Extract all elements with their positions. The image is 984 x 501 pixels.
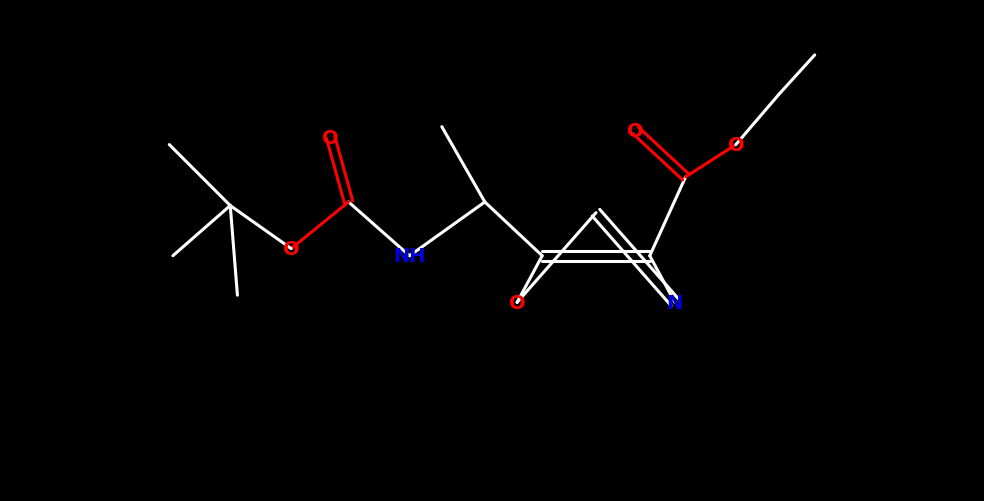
Text: N: N: [667, 293, 683, 312]
Text: O: O: [509, 293, 525, 312]
Text: NH: NH: [394, 247, 426, 266]
Text: O: O: [627, 122, 644, 140]
Text: O: O: [282, 239, 299, 259]
Text: O: O: [727, 136, 744, 155]
Text: O: O: [323, 129, 338, 148]
